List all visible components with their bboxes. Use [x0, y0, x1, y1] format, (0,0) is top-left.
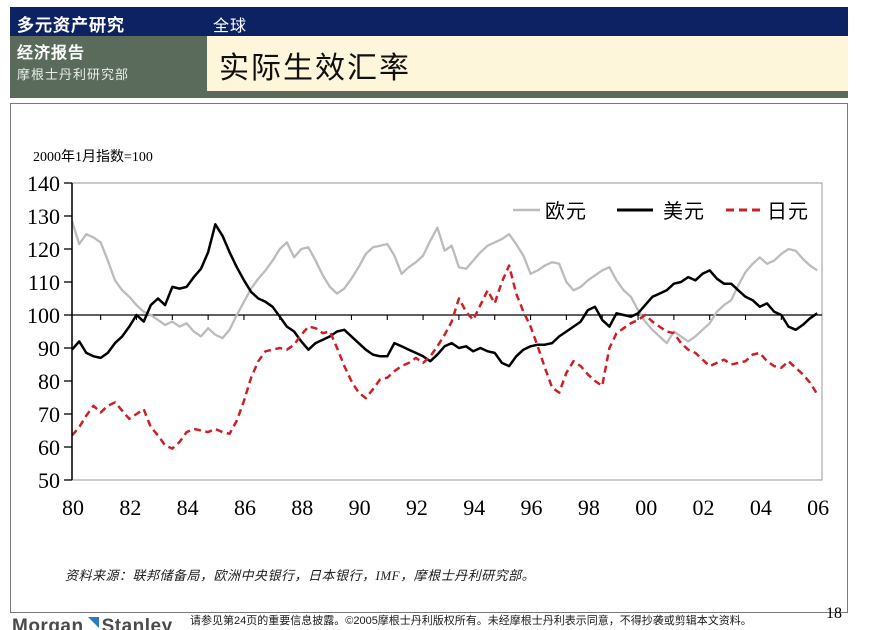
- y-tick-label: 70: [38, 402, 60, 427]
- morgan-stanley-logo: Morgan Stanley: [12, 616, 173, 630]
- y-tick-label: 60: [38, 435, 60, 460]
- division-title: 多元资产研究: [17, 16, 125, 35]
- x-tick-label: 98: [578, 495, 600, 520]
- x-tick-label: 06: [807, 495, 829, 520]
- y-tick-label: 110: [28, 270, 60, 295]
- index-unit-label: 2000年1月指数=100: [33, 150, 153, 165]
- y-tick-label: 90: [38, 336, 60, 361]
- legend-label-usd: 美元: [663, 200, 705, 223]
- y-tick-label: 50: [38, 468, 60, 493]
- x-tick-label: 82: [119, 495, 141, 520]
- jpy-line: [71, 264, 819, 450]
- logo-text-morgan: Morgan: [12, 616, 84, 630]
- x-tick-label: 80: [62, 495, 84, 520]
- logo-text-stanley: Stanley: [101, 616, 173, 630]
- sub-header-band: 经济报告 摩根士丹利研究部 实际生效汇率: [10, 36, 848, 98]
- x-tick-label: 84: [177, 495, 199, 520]
- chart-content-box: 50 60 70 80 90 100 110 120 130 140 80 82 84 86 88 90 92 9…: [10, 103, 848, 613]
- x-tick-label: 00: [635, 495, 657, 520]
- x-tick-label: 86: [234, 495, 256, 520]
- page-number: 18: [826, 605, 842, 622]
- source-note: 资料来源：联邦储备局，欧洲中央银行，日本银行，IMF，摩根士丹利研究部。: [65, 568, 536, 583]
- x-tick-label: 94: [463, 495, 485, 520]
- footer-disclaimer: 请参见第24页的重要信息披露。©2005摩根士丹利版权所有。未经摩根士丹利表示同…: [190, 615, 752, 627]
- legend-label-euro: 欧元: [545, 200, 587, 223]
- euro-line: [70, 220, 818, 345]
- page-title: 实际生效汇率: [219, 52, 411, 85]
- x-tick-label: 90: [349, 495, 371, 520]
- logo-triangle-icon: [87, 617, 99, 628]
- x-tick-label: 92: [406, 495, 428, 520]
- y-tick-label: 80: [38, 369, 60, 394]
- y-tick-label: 130: [27, 204, 60, 229]
- x-tick-label: 04: [750, 495, 772, 520]
- y-tick-label: 120: [27, 237, 60, 262]
- legend-label-jpy: 日元: [767, 201, 809, 223]
- x-tick-label: 96: [521, 495, 543, 520]
- report-type-label: 经济报告: [17, 45, 86, 62]
- department-label: 摩根士丹利研究部: [17, 67, 130, 82]
- top-header-bar: 多元资产研究 全球: [10, 7, 848, 36]
- region-label: 全球: [213, 18, 248, 35]
- usd-line: [71, 223, 818, 368]
- title-box: 实际生效汇率: [207, 36, 848, 91]
- y-tick-label: 100: [27, 303, 60, 328]
- reer-chart-svg: 50 60 70 80 90 100 110 120 130 140 80 82 84 86 88 90 92 9…: [27, 171, 829, 520]
- y-tick-label: 140: [27, 171, 60, 196]
- x-tick-label: 88: [291, 495, 313, 520]
- x-tick-label: 02: [693, 495, 715, 520]
